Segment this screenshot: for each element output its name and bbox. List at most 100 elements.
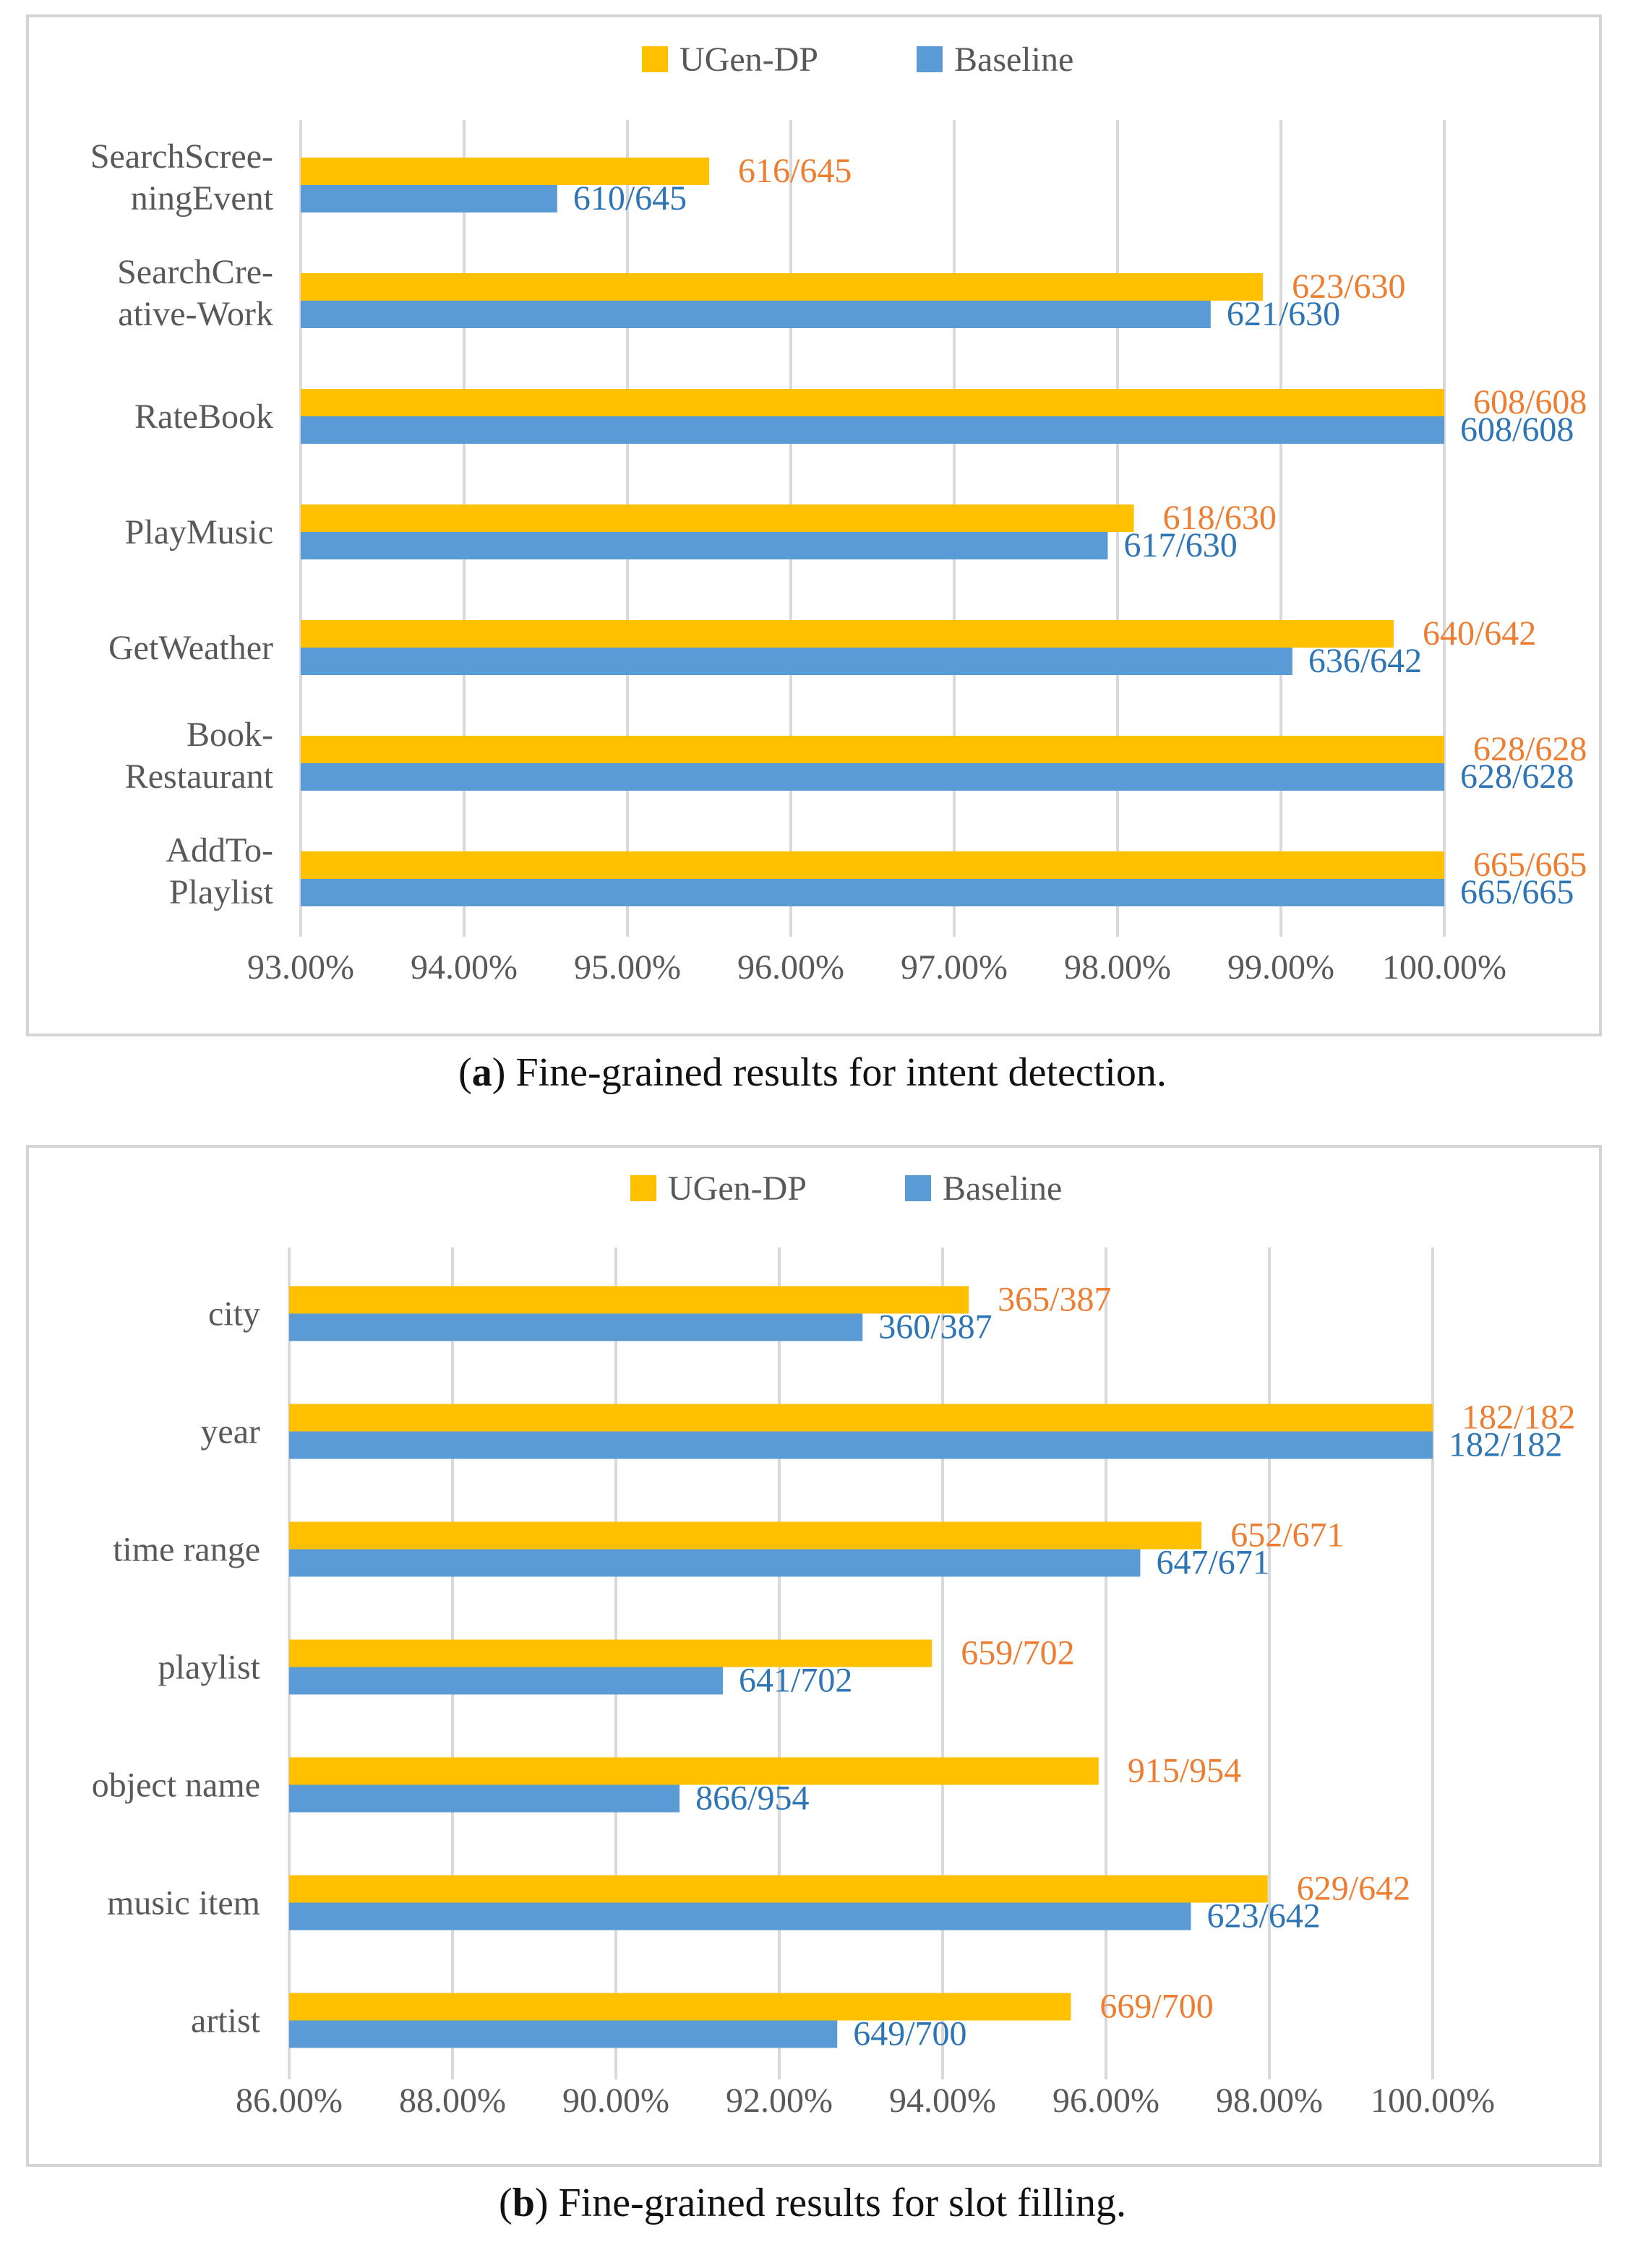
slot-filling-chart-panel: 86.00% 88.00% 90.00% 92.00% 94.00% 96.00% 98.0… bbox=[26, 1145, 1602, 2167]
intent-data-label-baseline: 665/665 bbox=[1460, 873, 1574, 911]
intent-detection-chart-panel: 93.00% 94.00% 95.00% 96.00% 97.00% 98.00% 99.0… bbox=[26, 14, 1602, 1036]
slot-bar-ugen-dp bbox=[289, 1286, 969, 1314]
intent-bar-baseline bbox=[301, 301, 1211, 328]
intent-category-label: ative-Work bbox=[118, 295, 273, 333]
slot-bar-baseline bbox=[289, 1667, 724, 1695]
intent-bar-baseline bbox=[301, 648, 1292, 675]
intent-data-label-ugen-dp: 616/645 bbox=[738, 152, 852, 190]
intent-x-tick-label: 99.00% bbox=[1227, 948, 1334, 987]
slot-bar-ugen-dp bbox=[289, 1521, 1202, 1550]
slot-data-label-ugen-dp: 915/954 bbox=[1128, 1752, 1241, 1790]
slot-category-label: city bbox=[208, 1295, 260, 1333]
intent-legend-swatch-baseline bbox=[917, 46, 943, 72]
slot-data-label-ugen-dp: 182/182 bbox=[1462, 1399, 1575, 1437]
slot-data-label-baseline: 647/671 bbox=[1156, 1544, 1269, 1582]
intent-category-label: AddTo- bbox=[166, 831, 273, 869]
slot-x-tick-label: 94.00% bbox=[889, 2082, 996, 2120]
intent-bar-baseline bbox=[301, 416, 1444, 444]
slot-x-tick-label: 92.00% bbox=[726, 2082, 833, 2120]
caption-a-text: Fine-grained results for intent detectio… bbox=[515, 1050, 1167, 1095]
intent-data-label-baseline: 617/630 bbox=[1123, 526, 1237, 564]
intent-category-label: SearchCre- bbox=[117, 253, 273, 291]
intent-data-label-ugen-dp: 618/630 bbox=[1163, 499, 1277, 537]
intent-legend-swatch-ugen-dp bbox=[642, 46, 668, 72]
slot-category-label: artist bbox=[191, 2002, 261, 2040]
slot-bar-baseline bbox=[289, 1431, 1433, 1459]
intent-data-label-baseline: 628/628 bbox=[1460, 757, 1574, 796]
slot-legend-label-baseline: Baseline bbox=[943, 1169, 1062, 1208]
caption-intent-detection: (a) Fine-grained results for intent dete… bbox=[458, 1050, 1167, 1095]
intent-bar-ugen-dp bbox=[301, 273, 1264, 301]
intent-x-tick-label: 98.00% bbox=[1064, 948, 1171, 987]
intent-bar-ugen-dp bbox=[301, 851, 1444, 879]
slot-data-label-ugen-dp: 659/702 bbox=[961, 1634, 1074, 1672]
slot-data-label-baseline: 641/702 bbox=[739, 1662, 852, 1700]
slot-x-tick-label: 86.00% bbox=[236, 2082, 343, 2120]
caption-a-letter: a bbox=[471, 1050, 492, 1095]
intent-category-label: Book- bbox=[186, 716, 273, 754]
intent-data-label-ugen-dp: 640/642 bbox=[1423, 614, 1536, 653]
intent-data-label-ugen-dp: 628/628 bbox=[1473, 730, 1587, 768]
intent-legend-label-ugen-dp: UGen-DP bbox=[679, 40, 818, 79]
slot-x-tick-label: 90.00% bbox=[562, 2082, 669, 2120]
intent-x-tick-label: 95.00% bbox=[574, 948, 681, 987]
intent-category-label: GetWeather bbox=[108, 629, 273, 667]
intent-category-label: RateBook bbox=[134, 398, 273, 436]
intent-data-label-ugen-dp: 608/608 bbox=[1473, 383, 1587, 421]
slot-data-label-baseline: 360/387 bbox=[878, 1308, 992, 1346]
intent-category-label: ningEvent bbox=[131, 179, 274, 218]
intent-bar-ugen-dp bbox=[301, 736, 1444, 763]
slot-data-label-baseline: 866/954 bbox=[695, 1779, 809, 1818]
slot-bar-ugen-dp bbox=[289, 1639, 932, 1667]
intent-x-tick-label: 97.00% bbox=[901, 948, 1008, 987]
intent-category-label: Playlist bbox=[169, 873, 274, 911]
intent-bar-baseline bbox=[301, 532, 1108, 559]
slot-bar-baseline bbox=[289, 1784, 680, 1813]
intent-data-label-baseline: 610/645 bbox=[573, 179, 687, 218]
intent-bar-ugen-dp bbox=[301, 158, 709, 185]
slot-legend-label-ugen-dp: UGen-DP bbox=[668, 1169, 807, 1208]
intent-category-label: PlayMusic bbox=[125, 513, 273, 551]
slot-bar-ugen-dp bbox=[289, 1875, 1268, 1903]
intent-bar-ugen-dp bbox=[301, 504, 1134, 532]
slot-x-tick-label: 96.00% bbox=[1052, 2082, 1159, 2120]
slot-bar-ugen-dp bbox=[289, 1993, 1071, 2021]
intent-x-tick-label: 93.00% bbox=[247, 948, 354, 987]
slot-bar-ugen-dp bbox=[289, 1757, 1099, 1785]
slot-legend-swatch-baseline bbox=[905, 1175, 931, 1201]
slot-legend-swatch-ugen-dp bbox=[630, 1175, 656, 1201]
intent-data-label-ugen-dp: 665/665 bbox=[1473, 846, 1587, 884]
slot-category-label: year bbox=[200, 1413, 260, 1451]
intent-bar-ugen-dp bbox=[301, 620, 1394, 648]
intent-data-label-ugen-dp: 623/630 bbox=[1292, 267, 1405, 306]
slot-bar-baseline bbox=[289, 1549, 1141, 1577]
caption-b-letter: b bbox=[512, 2181, 535, 2225]
slot-x-tick-label: 88.00% bbox=[399, 2082, 506, 2120]
slot-bar-baseline bbox=[289, 1313, 863, 1341]
slot-data-label-baseline: 623/642 bbox=[1207, 1897, 1321, 1936]
caption-b-text: Fine-grained results for slot filling. bbox=[558, 2181, 1126, 2225]
slot-category-label: playlist bbox=[158, 1649, 261, 1687]
slot-filling-chart: 86.00% 88.00% 90.00% 92.00% 94.00% 96.00% 98.0… bbox=[92, 1169, 1576, 2120]
intent-x-tick-label: 96.00% bbox=[737, 948, 844, 987]
intent-category-label: Restaurant bbox=[125, 757, 274, 796]
slot-x-tick-label: 98.00% bbox=[1216, 2082, 1323, 2120]
intent-data-label-baseline: 621/630 bbox=[1227, 295, 1340, 333]
caption-slot-filling: (b) Fine-grained results for slot fillin… bbox=[499, 2181, 1126, 2225]
slot-bar-ugen-dp bbox=[289, 1404, 1433, 1432]
intent-bar-baseline bbox=[301, 185, 557, 212]
intent-data-label-baseline: 608/608 bbox=[1460, 411, 1574, 449]
intent-bar-baseline bbox=[301, 763, 1444, 791]
intent-x-tick-label: 94.00% bbox=[411, 948, 518, 987]
slot-data-label-ugen-dp: 365/387 bbox=[998, 1281, 1111, 1319]
intent-bar-baseline bbox=[301, 879, 1444, 906]
intent-bar-ugen-dp bbox=[301, 389, 1444, 416]
intent-legend-label-baseline: Baseline bbox=[954, 40, 1073, 79]
slot-data-label-baseline: 182/182 bbox=[1449, 1426, 1562, 1464]
slot-category-label: music item bbox=[107, 1884, 260, 1923]
slot-data-label-ugen-dp: 629/642 bbox=[1297, 1870, 1410, 1908]
slot-data-label-baseline: 649/700 bbox=[853, 2015, 966, 2053]
slot-bar-baseline bbox=[289, 1902, 1191, 1930]
intent-category-label: SearchScree- bbox=[90, 137, 273, 176]
slot-data-label-ugen-dp: 652/671 bbox=[1230, 1516, 1344, 1555]
